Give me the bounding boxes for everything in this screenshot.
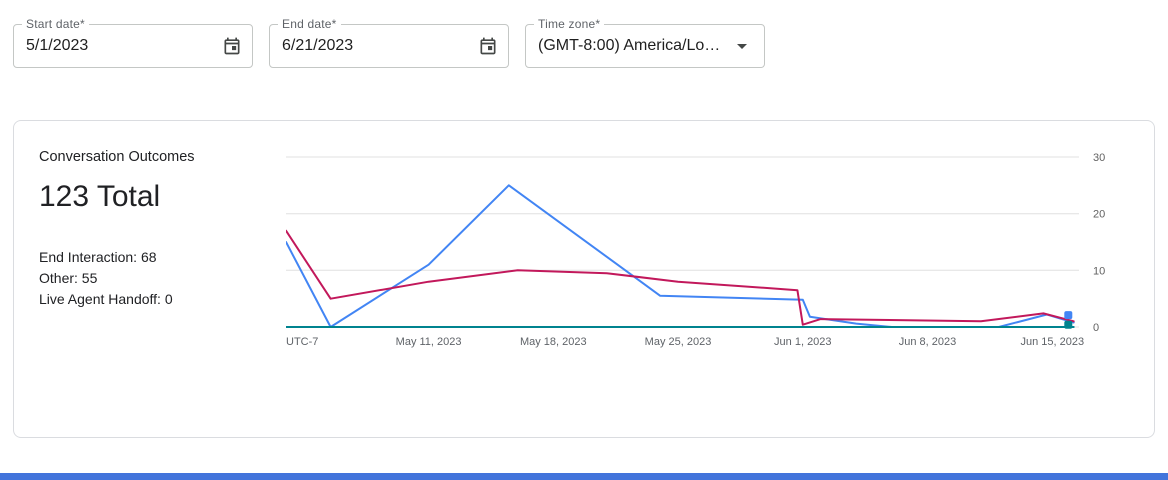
total-count: 123 Total [39, 180, 161, 213]
x-corner-label: UTC-7 [286, 336, 318, 348]
end-date-label: End date* [278, 17, 341, 31]
chevron-down-icon[interactable] [730, 34, 754, 58]
outcomes-chart: 0 10 20 30 UTC-7 May 11, 2023 May 18, 2023 May … [285, 147, 1130, 437]
x-tick-label: May 11, 2023 [396, 336, 462, 348]
time-zone-value[interactable]: (GMT-8:00) America/Lo… [538, 37, 721, 54]
conversation-outcomes-card: Conversation Outcomes 123 Total End Inte… [13, 120, 1155, 438]
x-tick-label: May 25, 2023 [645, 336, 712, 348]
stat-other: Other: 55 [39, 270, 98, 286]
outcomes-chart-svg: 0 10 20 30 UTC-7 May 11, 2023 May 18, 2023 May … [285, 152, 1105, 348]
end-marker [1064, 311, 1073, 320]
start-date-field[interactable]: Start date* 5/1/2023 [13, 17, 253, 68]
x-tick-label: Jun 15, 2023 [1020, 336, 1084, 348]
y-tick-label: 0 [1093, 322, 1099, 334]
end-date-field[interactable]: End date* 6/21/2023 [269, 17, 509, 68]
series-other [285, 229, 1075, 326]
y-tick-label: 30 [1093, 152, 1105, 164]
stat-lines: End Interaction: 68 Other: 55 Live Agent… [39, 247, 286, 310]
time-zone-label: Time zone* [534, 17, 605, 31]
x-tick-label: Jun 8, 2023 [899, 336, 957, 348]
y-tick-label: 20 [1093, 209, 1105, 221]
end-marker [1064, 320, 1073, 329]
start-date-value[interactable]: 5/1/2023 [26, 37, 89, 54]
x-tick-label: May 18, 2023 [520, 336, 587, 348]
card-title: Conversation Outcomes [39, 149, 195, 165]
x-tick-label: Jun 1, 2023 [774, 336, 832, 348]
end-date-value[interactable]: 6/21/2023 [282, 37, 354, 54]
series-end-interaction [285, 184, 1075, 328]
time-zone-select[interactable]: Time zone* (GMT-8:00) America/Lo… [525, 17, 765, 68]
filters-row: Start date* 5/1/2023 End date* 6/21/2023… [13, 17, 1168, 68]
outcomes-stats: Conversation Outcomes 123 Total End Inte… [39, 147, 286, 437]
stat-end-interaction: End Interaction: 68 [39, 249, 157, 265]
stat-live-agent-handoff: Live Agent Handoff: 0 [39, 291, 173, 307]
y-tick-label: 10 [1093, 265, 1105, 277]
calendar-icon[interactable] [478, 36, 498, 56]
start-date-label: Start date* [22, 17, 89, 31]
bottom-blue-bar [0, 473, 1168, 480]
calendar-icon[interactable] [222, 36, 242, 56]
